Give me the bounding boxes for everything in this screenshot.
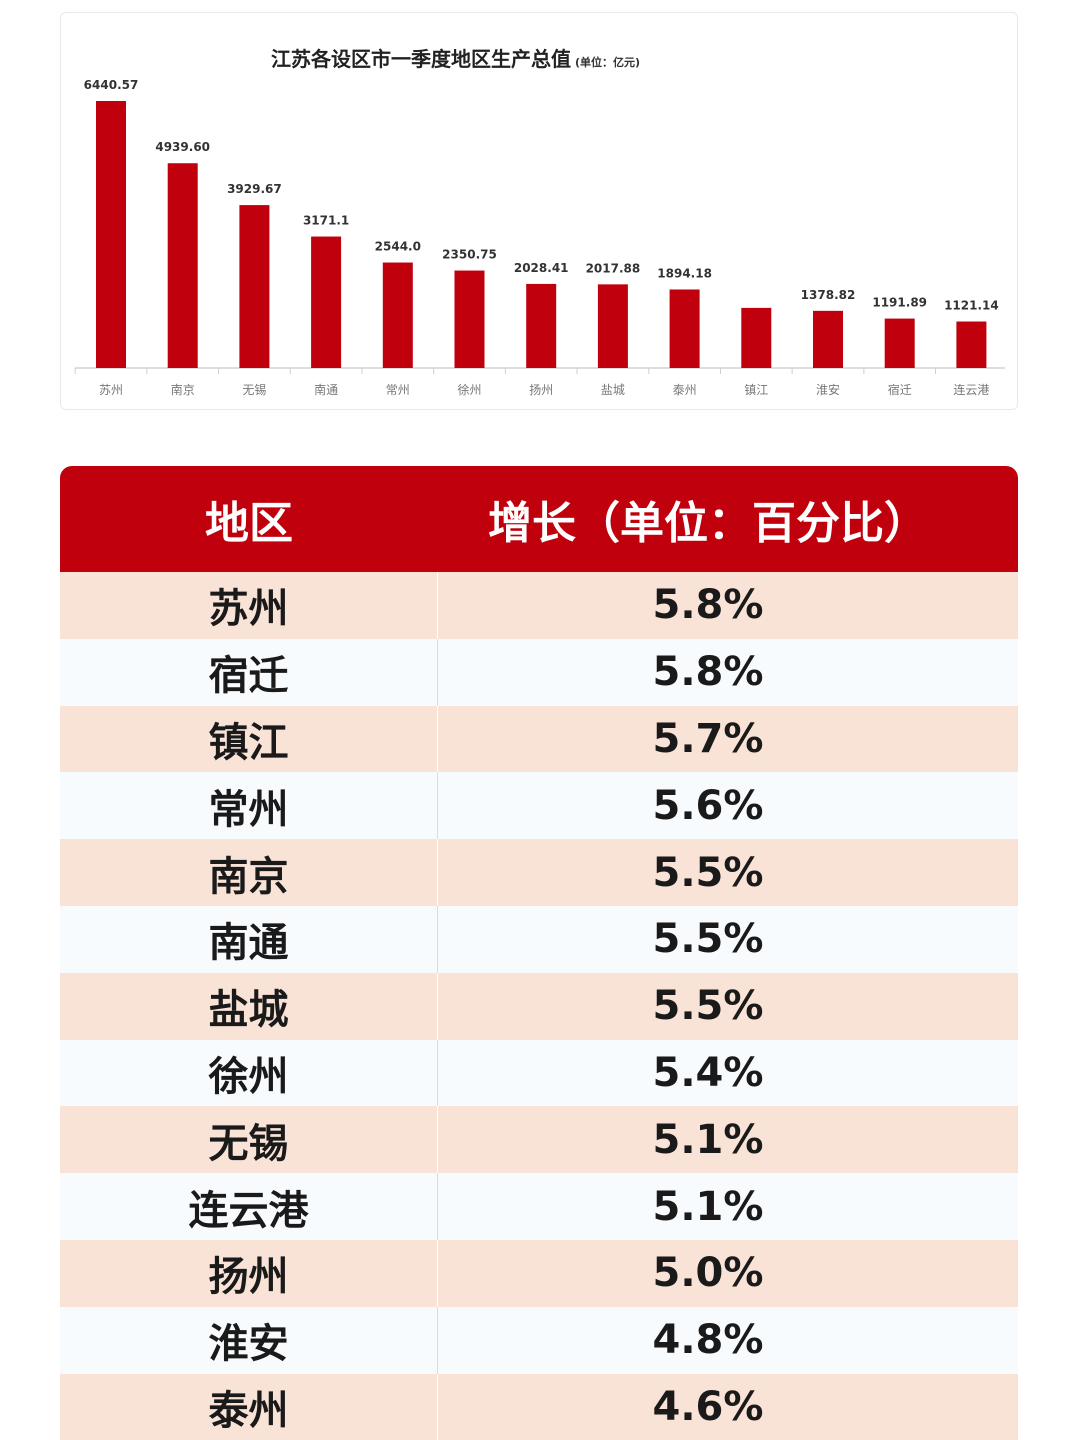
table-row: 无锡 5.1%: [60, 1106, 1018, 1174]
data-label: 3171.1: [303, 214, 349, 228]
table-body: 苏州 5.8% 宿迁 5.8% 镇江 5.7% 常州 5.6% 南京 5.5% 南通 5.5% 盐城 5.…: [60, 572, 1018, 1440]
table-row: 宿迁 5.8%: [60, 638, 1018, 706]
data-label: 2017.88: [586, 261, 641, 275]
bar-泰州: [669, 289, 700, 368]
data-label: 4939.60: [155, 140, 210, 154]
bar-淮安: [813, 310, 843, 368]
region-cell: 盐城: [60, 972, 438, 1040]
growth-cell: 5.5%: [652, 916, 764, 963]
bar-盐城: [597, 284, 628, 368]
chart-unit: (单位：亿元): [575, 56, 641, 69]
bar-苏州: [96, 101, 126, 368]
region-cell: 扬州: [60, 1239, 438, 1307]
growth-cell: 4.6%: [652, 1383, 764, 1430]
region-cell: 苏州: [60, 572, 438, 639]
chart-title: 江苏各设区市一季度地区生产总值 (单位：亿元): [271, 43, 640, 72]
table-header: 地区 增长（单位：百分比）: [60, 466, 1018, 572]
data-label: 6440.57: [84, 78, 139, 92]
table-row: 南通 5.5%: [60, 905, 1018, 973]
category-label: 连云港: [953, 382, 989, 397]
region-cell: 常州: [60, 772, 438, 840]
growth-cell: 5.1%: [652, 1183, 764, 1230]
region-cell: 镇江: [60, 705, 438, 773]
region-cell: 南京: [60, 839, 438, 906]
bar-镇江: [741, 307, 772, 368]
data-label: 2544.0: [375, 240, 421, 254]
category-label: 镇江: [744, 383, 768, 397]
data-label: 2028.41: [514, 261, 569, 275]
category-label: 常州: [386, 383, 410, 397]
table-row: 镇江 5.7%: [60, 705, 1018, 773]
category-label: 泰州: [673, 383, 697, 397]
bar-连云港: [956, 321, 987, 368]
data-label: 1121.14: [944, 299, 999, 313]
region-cell: 宿迁: [60, 638, 438, 706]
region-cell: 泰州: [60, 1373, 438, 1440]
category-label: 宿迁: [888, 382, 912, 397]
growth-cell: 4.8%: [652, 1317, 764, 1364]
category-label: 无锡: [242, 382, 266, 397]
table-row: 盐城 5.5%: [60, 972, 1018, 1040]
table-row: 淮安 4.8%: [60, 1306, 1018, 1374]
region-cell: 南通: [60, 905, 438, 973]
growth-cell: 5.8%: [652, 649, 764, 696]
region-cell: 淮安: [60, 1306, 438, 1374]
data-label: 1191.89: [872, 296, 927, 310]
growth-cell: 5.6%: [652, 782, 764, 829]
table-row: 泰州 4.6%: [60, 1373, 1018, 1440]
category-label: 南京: [171, 382, 195, 397]
header-growth: 增长（单位：百分比）: [488, 498, 928, 549]
data-label: 1378.82: [801, 288, 856, 302]
bar-无锡: [239, 205, 270, 368]
growth-cell: 5.0%: [652, 1250, 764, 1297]
growth-cell: 5.8%: [652, 582, 764, 629]
category-label: 淮安: [816, 382, 840, 397]
bar-宿迁: [884, 318, 915, 368]
table-row: 连云港 5.1%: [60, 1173, 1018, 1240]
category-label: 徐州: [457, 382, 481, 397]
category-label: 扬州: [529, 382, 553, 397]
data-label: 1894.18: [657, 266, 712, 280]
bar-常州: [382, 262, 413, 368]
growth-cell: 5.7%: [652, 715, 764, 762]
table-row: 南京 5.5%: [60, 839, 1018, 906]
bar-徐州: [454, 270, 485, 368]
chart-title-text: 江苏各设区市一季度地区生产总值: [271, 47, 571, 71]
data-label: 3929.67: [227, 182, 282, 196]
gdp-chart-card: 江苏各设区市一季度地区生产总值 (单位：亿元) 6440.57 苏州 4939.60 南…: [60, 12, 1018, 410]
growth-cell: 5.4%: [652, 1049, 764, 1096]
growth-cell: 5.1%: [652, 1116, 764, 1163]
growth-cell: 5.5%: [652, 849, 764, 896]
region-cell: 连云港: [60, 1173, 438, 1240]
table-row: 常州 5.6%: [60, 772, 1018, 840]
region-cell: 徐州: [60, 1039, 438, 1107]
region-cell: 无锡: [60, 1106, 438, 1174]
table-row: 扬州 5.0%: [60, 1239, 1018, 1307]
bar-南通: [311, 236, 342, 368]
bar-南京: [167, 163, 198, 368]
growth-cell: 5.5%: [652, 983, 764, 1030]
bar-扬州: [526, 283, 557, 368]
table-row: 徐州 5.4%: [60, 1039, 1018, 1107]
data-label: 2350.75: [442, 248, 497, 262]
bar-chart: 6440.57 苏州 4939.60 南京 3929.67 无锡 3171.1 南通 2544.…: [74, 78, 1005, 397]
category-label: 盐城: [601, 383, 625, 397]
category-label: 苏州: [99, 383, 123, 397]
growth-table: 地区 增长（单位：百分比） 苏州 5.8% 宿迁 5.8% 镇江 5.7% 常州 5.6% 南京…: [60, 466, 1018, 1440]
category-label: 南通: [314, 382, 338, 397]
table-row: 苏州 5.8%: [60, 572, 1018, 639]
header-region: 地区: [205, 498, 293, 549]
